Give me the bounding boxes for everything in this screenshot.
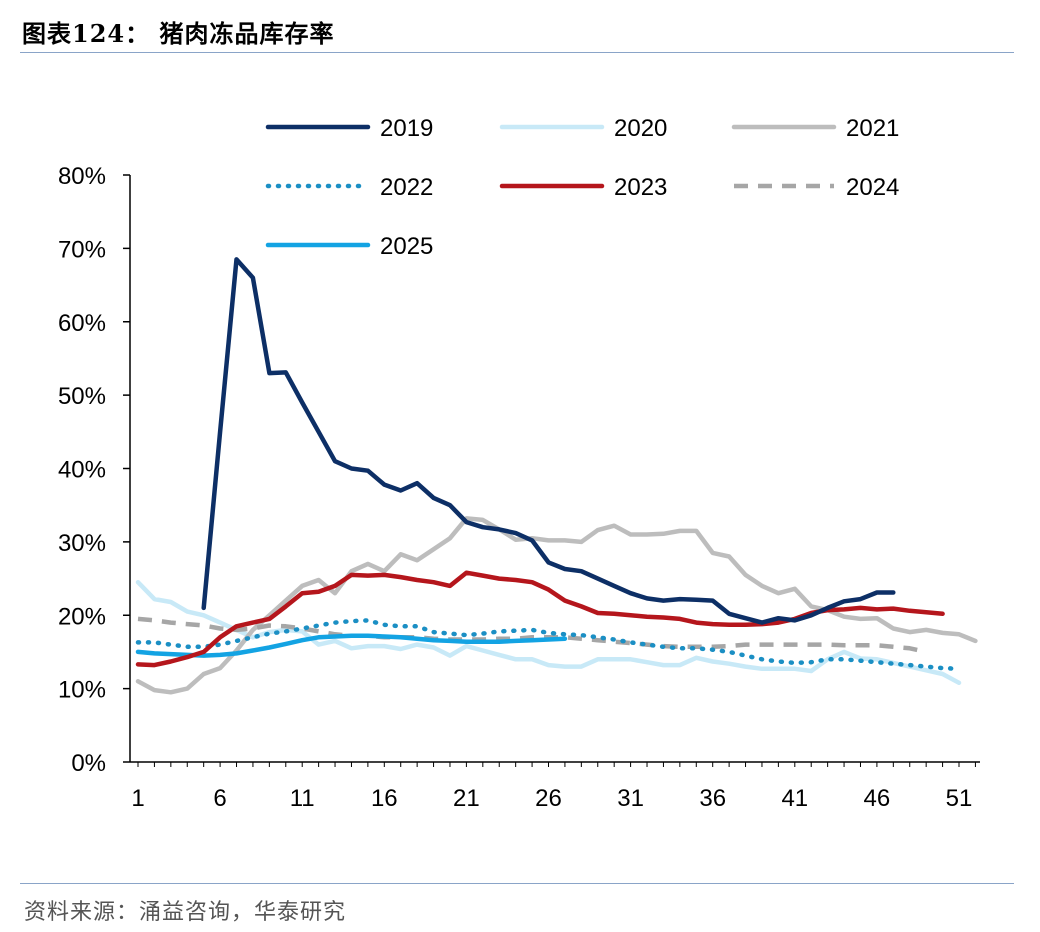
legend-label-2020: 2020 [614,115,667,142]
chart: 0%10%20%30%40%50%60%70%80%1 6 11 16 21 26 31 36… [58,115,980,812]
x-tick-label: 41 [781,785,808,812]
legend: 2019 2020 2021 2022 2023 2024 2025 [265,115,899,260]
x-tick-label: 21 [453,785,480,812]
x-tick-label: 26 [535,785,562,812]
series-line-2025 [135,633,568,658]
x-tick-label: 51 [946,785,973,812]
legend-label-2019: 2019 [380,115,433,142]
legend-label-2023: 2023 [614,174,667,201]
y-tick-label: 80% [58,163,106,190]
series-line-2019 [201,257,896,625]
y-tick-label: 10% [58,677,106,704]
x-tick-label: 16 [371,785,398,812]
y-tick-label: 50% [58,383,106,410]
x-tick-label: 31 [617,785,644,812]
x-tick-label: 36 [699,785,726,812]
y-tick-label: 40% [58,457,106,484]
y-tick-label: 20% [58,603,106,630]
series-line-2024 [137,616,927,655]
x-tick-label: 11 [290,785,315,812]
legend-label-2021: 2021 [846,115,899,142]
axes: 0%10%20%30%40%50%60%70%80%1 6 11 16 21 26 31 36… [58,163,980,812]
y-tick-label: 70% [58,236,106,263]
bottom-divider [20,883,1014,884]
legend-label-2022: 2022 [380,174,433,201]
y-tick-label: 60% [58,310,106,337]
top-divider [20,52,1014,53]
x-tick-label: 6 [213,785,226,812]
series-line-2021 [135,516,978,695]
x-tick-label: 1 [131,785,144,812]
legend-label-2025: 2025 [380,233,433,260]
series-line-2020 [135,579,962,686]
x-tick-label: 46 [864,785,891,812]
source-note: 资料来源：涌益咨询，华泰研究 [24,900,347,925]
series-lines [135,257,978,695]
series-line-2022 [135,618,962,672]
legend-label-2024: 2024 [846,174,899,201]
y-tick-label: 0% [71,750,106,777]
y-tick-label: 30% [58,530,106,557]
page-title: 图表124： 猪肉冻品库存率 [22,19,335,48]
